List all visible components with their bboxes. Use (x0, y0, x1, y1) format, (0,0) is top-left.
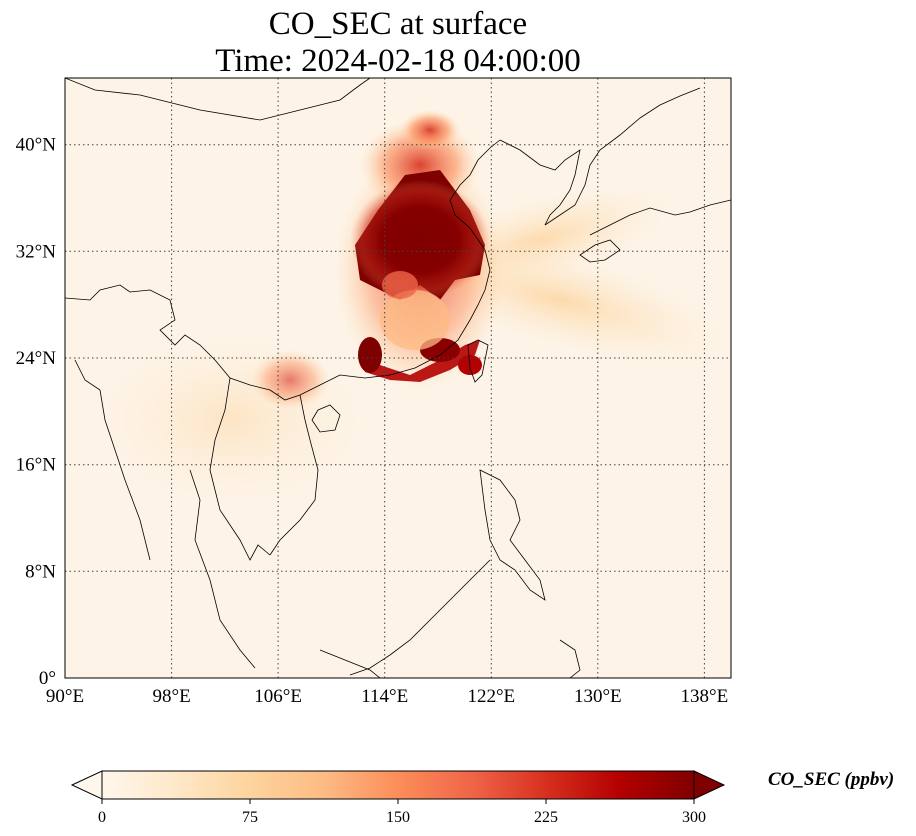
map-title: CO_SEC at surface (268, 6, 528, 42)
lat-tick-label: 0° (39, 668, 56, 689)
lon-tick-label: 90°E (46, 686, 84, 707)
lon-tick-label: 138°E (681, 686, 729, 707)
lat-tick-label: 32°N (16, 241, 57, 262)
lat-tick-label: 8°N (25, 561, 56, 582)
colorbar-min-extend (70, 770, 103, 800)
colorbar-label: CO_SEC (ppbv) (768, 769, 895, 790)
lat-tick-label: 24°N (16, 348, 57, 369)
concentration-field (65, 78, 731, 678)
lon-tick-label: 130°E (574, 686, 622, 707)
map-time-subtitle: Time: 2024-02-18 04:00:00 (215, 43, 581, 79)
lat-tick-label: 16°N (16, 455, 57, 476)
colorbar-tick-label: 150 (386, 809, 410, 826)
colorbar-max-extend (693, 770, 726, 800)
colorbar-tick-label: 0 (98, 809, 106, 826)
lon-tick-label: 114°E (361, 686, 408, 707)
colorbar-tick-label: 75 (242, 809, 258, 826)
map-frame (64, 77, 732, 679)
lon-tick-label: 98°E (152, 686, 190, 707)
lon-tick-label: 106°E (254, 686, 302, 707)
gridlines (65, 78, 731, 678)
colorbar-tick-label: 225 (534, 809, 558, 826)
coastlines (65, 78, 731, 678)
lon-tick-label: 122°E (467, 686, 515, 707)
colorbar-tick-label: 300 (682, 809, 706, 826)
colorbar: 0 75 150 225 300 (70, 770, 726, 826)
lat-tick-label: 40°N (16, 135, 57, 156)
colorbar-gradient (102, 771, 694, 799)
